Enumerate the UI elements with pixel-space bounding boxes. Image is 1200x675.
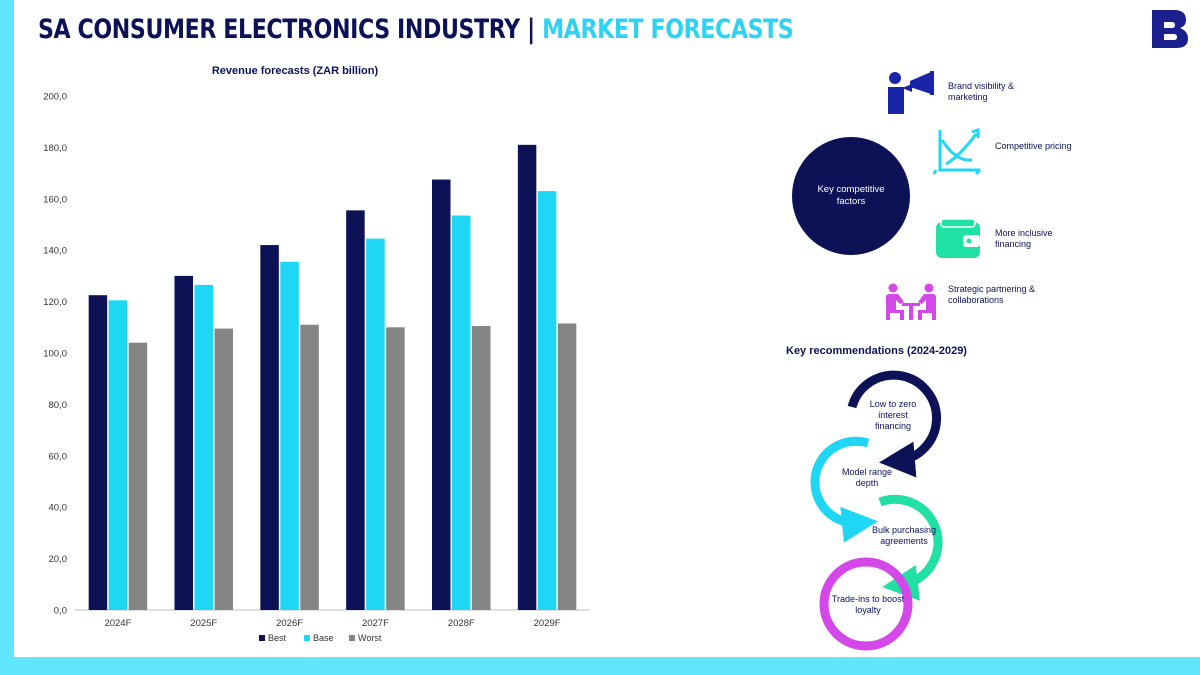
key-factors-circle: Key competitive factors [792, 137, 910, 255]
chart-title: Revenue forecasts (ZAR billion) [212, 65, 379, 77]
left-accent-bar [0, 0, 14, 675]
x-tick-label: 2027F [362, 618, 389, 629]
cycle-arc-2 [810, 436, 878, 543]
bottom-accent-bar [0, 657, 1200, 675]
bar-base-2026F [280, 261, 299, 610]
bar-best-2028F [432, 179, 451, 610]
y-tick-label: 160,0 [43, 194, 67, 205]
bar-base-2024F [108, 300, 128, 610]
title-accent: MARKET FORECASTS [542, 14, 794, 45]
y-tick-label: 20,0 [49, 554, 68, 565]
x-axis: 2024F 2025F 2026F 2027F 2028F 2029F [104, 618, 560, 629]
y-tick-label: 60,0 [49, 451, 68, 462]
legend-label-worst: Worst [358, 633, 382, 643]
recommendations-cycle [810, 370, 943, 651]
x-tick-label: 2026F [276, 618, 303, 629]
revenue-chart: Revenue forecasts (ZAR billion) 0,0 20,0 4… [43, 65, 590, 643]
brand-logo: B [1152, 10, 1188, 48]
y-tick-label: 0,0 [54, 606, 67, 617]
bar-worst-2027F [386, 327, 405, 610]
title-separator: | [527, 14, 535, 45]
y-tick-label: 140,0 [43, 246, 67, 257]
factor-label-partnering: Strategic partnering & collaborations [948, 284, 1036, 305]
factor-label-financing: More inclusive financing [995, 228, 1053, 249]
price-graph-icon [932, 127, 982, 176]
meeting-people-icon [886, 283, 936, 320]
bar-best-2027F [346, 210, 365, 611]
title-main: SA CONSUMER ELECTRONICS INDUSTRY [38, 14, 520, 45]
x-tick-label: 2025F [190, 618, 217, 629]
y-axis: 0,0 20,0 40,0 60,0 80,0 100,0 120,0 140,0 160,0 1… [43, 92, 590, 617]
recommendation-1: Low to zero interest financing [869, 399, 917, 431]
bar-series [88, 144, 577, 611]
y-tick-label: 200,0 [43, 92, 67, 103]
x-tick-label: 2029F [534, 618, 561, 629]
bar-worst-2028F [472, 326, 491, 610]
recommendation-4: Trade-ins to boost loyalty [831, 594, 905, 615]
cycle-arc-1 [847, 370, 942, 478]
x-tick-label: 2024F [104, 618, 131, 629]
recommendations-title: Key recommendations (2024-2029) [786, 345, 967, 357]
legend-swatch-base [304, 635, 310, 641]
y-tick-label: 100,0 [43, 349, 67, 360]
recommendation-2: Model range depth [841, 467, 893, 488]
bar-worst-2026F [300, 324, 319, 610]
bar-best-2025F [174, 275, 193, 610]
bar-base-2027F [366, 238, 385, 610]
bar-best-2029F [517, 144, 537, 610]
legend-swatch-worst [349, 635, 355, 641]
legend-label-base: Base [313, 633, 334, 643]
cycle-arc-3 [878, 494, 943, 601]
cycle-arc-4 [819, 557, 913, 651]
bar-best-2024F [88, 295, 108, 610]
factor-label-brand: Brand visibility & marketing [948, 81, 1015, 102]
bar-base-2028F [452, 215, 471, 610]
chart-legend: Best Base Worst [259, 633, 382, 643]
megaphone-person-icon [888, 71, 934, 114]
bar-worst-2025F [214, 328, 233, 610]
bar-worst-2029F [557, 323, 577, 610]
y-tick-label: 180,0 [43, 143, 67, 154]
bar-base-2025F [194, 284, 213, 610]
bar-best-2026F [260, 245, 279, 610]
key-factors-label: Key competitive factors [817, 184, 885, 207]
bar-worst-2024F [128, 342, 148, 610]
page-title: SA CONSUMER ELECTRONICS INDUSTRY | MARKE… [38, 14, 794, 45]
legend-swatch-best [259, 635, 265, 641]
y-tick-label: 120,0 [43, 297, 67, 308]
x-tick-label: 2028F [448, 618, 475, 629]
factor-label-pricing: Competitive pricing [995, 141, 1072, 151]
legend-label-best: Best [268, 633, 287, 643]
wallet-icon [936, 218, 980, 258]
y-tick-label: 40,0 [49, 503, 68, 514]
logo-letter: B [1170, 37, 1171, 39]
recommendation-3: Bulk purchasing agreements [871, 525, 937, 546]
y-tick-label: 80,0 [49, 400, 68, 411]
bar-base-2029F [537, 191, 557, 610]
